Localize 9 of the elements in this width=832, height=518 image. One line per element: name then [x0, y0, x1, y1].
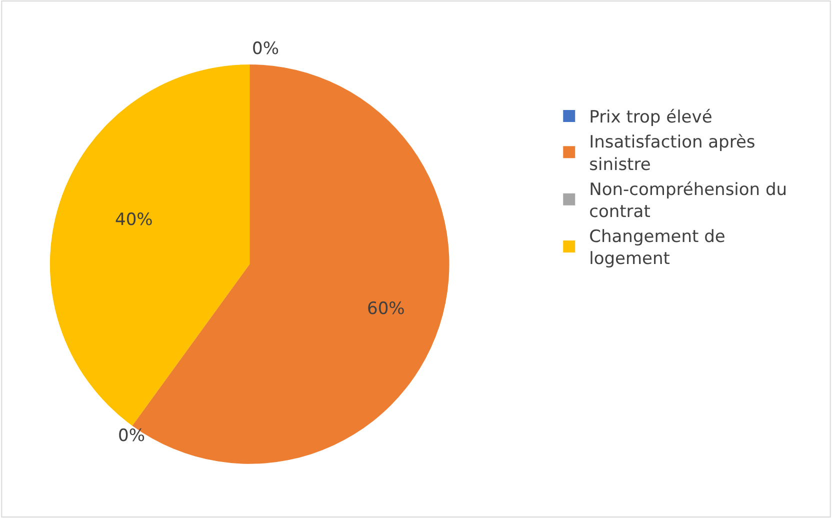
legend-label: Non-compréhension du contrat — [589, 180, 788, 222]
text: 0% — [252, 39, 279, 59]
text: 0% — [118, 426, 145, 446]
data-label: 40% — [115, 210, 153, 230]
pie-slice — [50, 64, 250, 426]
legend-label: Changement de logement — [589, 227, 726, 270]
legend-label: Insatisfaction après sinistre — [589, 132, 756, 175]
legend-label: Prix trop élevé — [589, 108, 712, 128]
data-label: 60% — [367, 299, 405, 319]
